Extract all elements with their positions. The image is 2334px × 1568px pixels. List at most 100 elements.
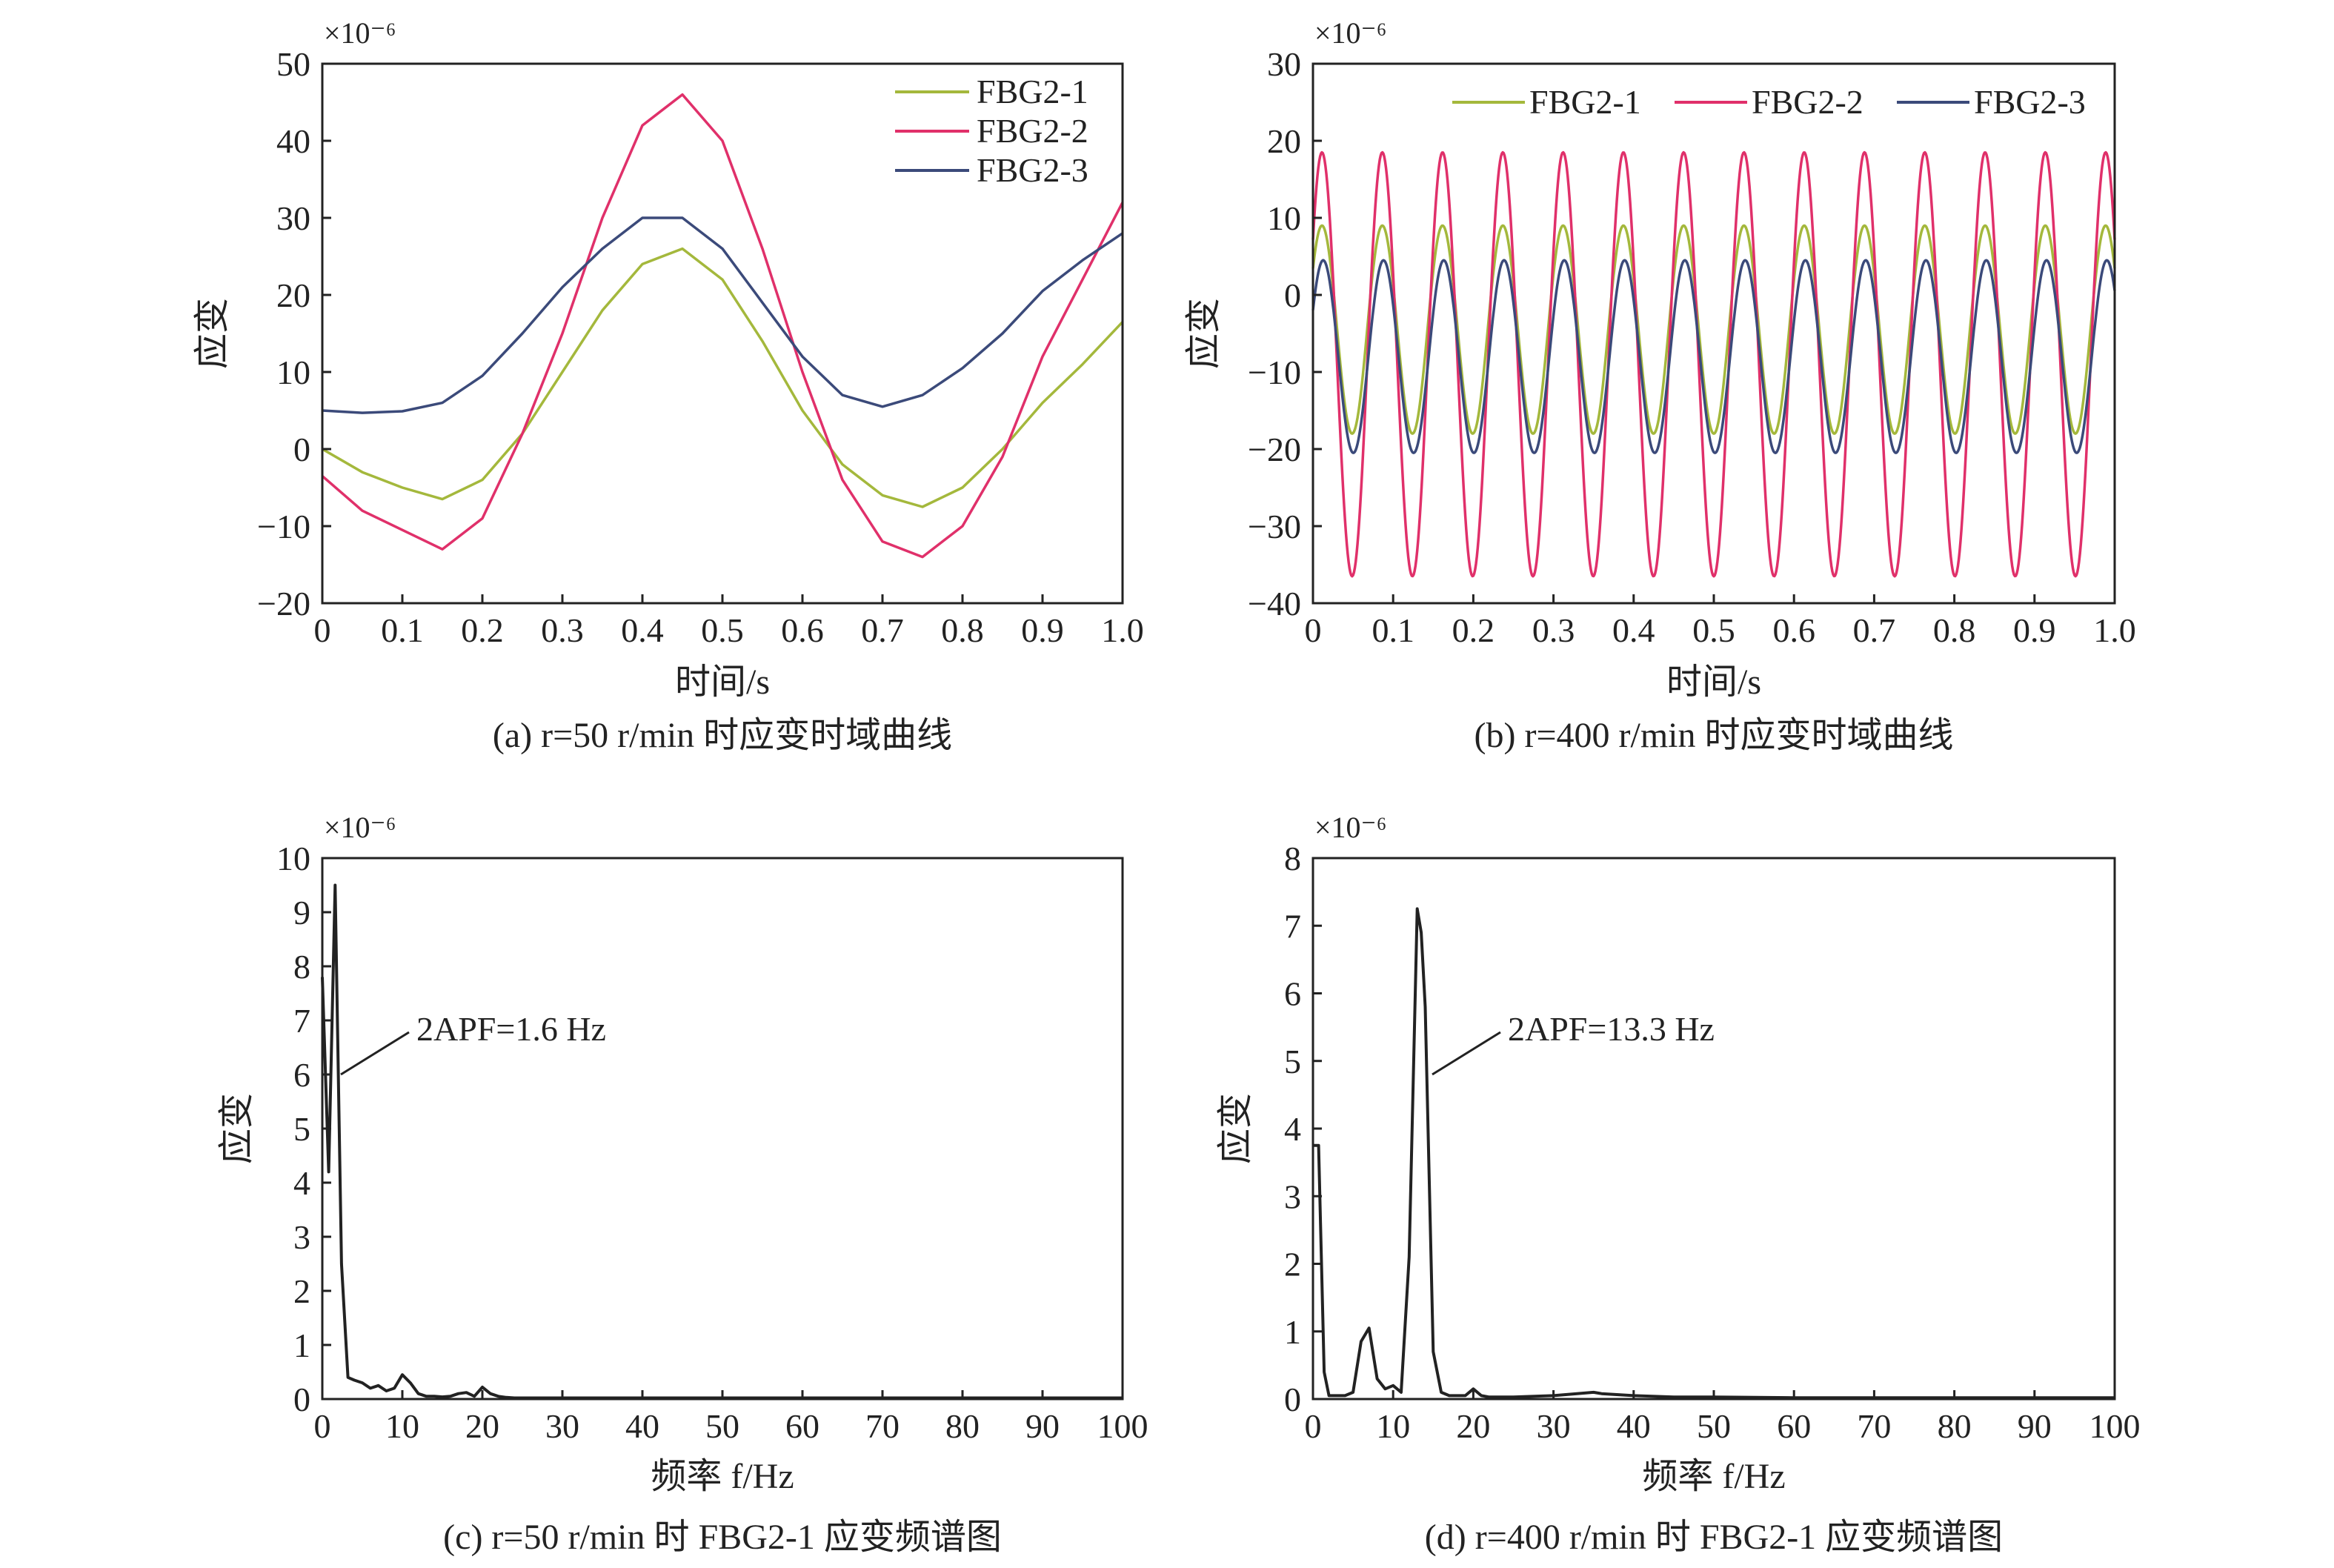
- legend-label-fbg2-2: FBG2-2: [977, 112, 1088, 150]
- x-axis-label: 时间/s: [1666, 662, 1761, 702]
- x-axis-label: 时间/s: [675, 662, 770, 702]
- series-line-fbg2-1: [1313, 907, 2115, 1400]
- x-tick-label: 0.5: [701, 611, 744, 649]
- legend: FBG2-1 FBG2-2 FBG2-3: [895, 73, 1088, 189]
- y-multiplier: ×10⁻⁶: [1314, 16, 1387, 50]
- y-tick-label: 50: [276, 45, 310, 83]
- y-tick-label: 6: [293, 1056, 310, 1094]
- y-tick-label: 10: [276, 840, 310, 877]
- annotation-leader-line: [340, 1031, 410, 1076]
- series-line-fbg2-2: [321, 93, 1124, 559]
- x-tick-label: 0.1: [381, 611, 424, 649]
- y-tick-label: 7: [293, 1002, 310, 1040]
- annotation-label: 2APF=1.6 Hz: [416, 1010, 606, 1048]
- x-tick-label: 0.1: [1372, 611, 1414, 649]
- x-tick-label: 1.0: [1101, 611, 1144, 649]
- x-tick-label: 50: [1697, 1407, 1731, 1445]
- x-tick-label: 80: [1938, 1407, 1972, 1445]
- ticks-layer: 0 0.1 0.2 0.3 0.4 0.5 0.6 0.7 0.8 0.9 1.0 −20 −10 0 10…: [257, 45, 1144, 649]
- y-tick-label: 7: [1284, 907, 1301, 945]
- series-line-fbg2-1: [321, 883, 1123, 1400]
- x-tick-label: 10: [1376, 1407, 1410, 1445]
- x-tick-label: 0: [1305, 1407, 1322, 1445]
- y-tick-label: 0: [293, 1381, 310, 1418]
- y-tick-label: 5: [293, 1110, 310, 1148]
- y-axis-label: 应变: [1216, 1093, 1255, 1164]
- x-tick-label: 0.3: [541, 611, 584, 649]
- x-tick-label: 80: [945, 1407, 980, 1445]
- y-tick-label: 9: [293, 894, 310, 931]
- y-tick-label: 2: [293, 1272, 310, 1310]
- series-line-fbg2-3: [1311, 259, 2116, 454]
- y-multiplier: ×10⁻⁶: [324, 16, 396, 50]
- legend-label-fbg2-1: FBG2-1: [1529, 83, 1641, 121]
- panel-b: 0 0.1 0.2 0.3 0.4 0.5 0.6 0.7 0.8 0.9 1.0 −40 −30 −20…: [1184, 16, 2136, 755]
- plot-frame: [321, 857, 1124, 1401]
- x-tick-label: 60: [1777, 1407, 1811, 1445]
- y-tick-label: −20: [1248, 431, 1301, 468]
- panel-a: 0 0.1 0.2 0.3 0.4 0.5 0.6 0.7 0.8 0.9 1.0 −20 −10 0 10…: [193, 16, 1144, 755]
- y-tick-label: −20: [257, 585, 310, 622]
- annotation-label: 2APF=13.3 Hz: [1508, 1010, 1715, 1048]
- y-tick-label: −10: [1248, 353, 1301, 391]
- legend-label-fbg2-3: FBG2-3: [1974, 83, 2086, 121]
- y-axis-label: 应变: [1184, 298, 1223, 369]
- y-tick-label: 8: [1284, 840, 1301, 877]
- y-tick-label: −10: [257, 508, 310, 545]
- x-axis-label: 频率 f/Hz: [651, 1457, 794, 1496]
- x-tick-label: 0.5: [1692, 611, 1735, 649]
- x-tick-label: 20: [1456, 1407, 1490, 1445]
- x-tick-label: 0.6: [781, 611, 824, 649]
- annotation-leader-line: [1432, 1031, 1501, 1076]
- y-tick-label: 1: [293, 1326, 310, 1364]
- x-tick-label: 30: [1537, 1407, 1571, 1445]
- legend-label-fbg2-3: FBG2-3: [977, 151, 1088, 189]
- x-tick-label: 0.4: [1612, 611, 1655, 649]
- y-tick-label: 3: [293, 1218, 310, 1256]
- y-tick-label: 3: [1284, 1177, 1301, 1215]
- legend: FBG2-1 FBG2-2 FBG2-3: [1452, 83, 2086, 121]
- y-tick-label: 20: [1267, 122, 1301, 160]
- y-tick-label: 4: [1284, 1110, 1301, 1148]
- series-layer: [1311, 150, 2116, 578]
- series-layer: [321, 93, 1124, 559]
- panel-caption: (b) r=400 r/min 时应变时域曲线: [1474, 716, 1953, 755]
- x-tick-label: 0.8: [941, 611, 984, 649]
- x-tick-label: 0.9: [1021, 611, 1064, 649]
- x-tick-label: 0.4: [621, 611, 664, 649]
- y-tick-label: 10: [1267, 199, 1301, 237]
- legend-label-fbg2-1: FBG2-1: [977, 73, 1088, 110]
- x-tick-label: 0.6: [1772, 611, 1815, 649]
- x-tick-label: 0: [314, 1407, 331, 1445]
- series-line-fbg2-3: [322, 216, 1123, 414]
- plot-frame: [1311, 62, 2116, 605]
- series-line-fbg2-1: [322, 247, 1124, 508]
- x-tick-label: 20: [465, 1407, 499, 1445]
- x-tick-label: 30: [545, 1407, 579, 1445]
- x-tick-label: 0.8: [1933, 611, 1976, 649]
- y-tick-label: 0: [293, 431, 310, 468]
- series-line-fbg2-2: [1311, 150, 2116, 578]
- x-tick-label: 0.2: [1452, 611, 1495, 649]
- x-tick-label: 60: [785, 1407, 819, 1445]
- panel-d: 0 10 20 30 40 50 60 70 80 90 100 0 1 2 3 4 5 6 7 8 ×10⁻⁶ 应变…: [1216, 811, 2141, 1557]
- y-tick-label: 2: [1284, 1246, 1301, 1283]
- x-tick-label: 0.7: [1853, 611, 1896, 649]
- y-tick-label: 30: [1267, 45, 1301, 83]
- y-axis-label: 应变: [217, 1093, 256, 1164]
- panel-caption: (a) r=50 r/min 时应变时域曲线: [493, 716, 952, 755]
- y-multiplier: ×10⁻⁶: [1314, 811, 1387, 844]
- x-tick-label: 0.9: [2013, 611, 2056, 649]
- x-tick-label: 10: [385, 1407, 419, 1445]
- y-tick-label: 40: [276, 122, 310, 160]
- y-multiplier: ×10⁻⁶: [324, 811, 396, 844]
- y-tick-label: 6: [1284, 975, 1301, 1013]
- x-tick-label: 70: [865, 1407, 900, 1445]
- panel-caption: (d) r=400 r/min 时 FBG2-1 应变频谱图: [1425, 1518, 2003, 1557]
- y-tick-label: 0: [1284, 276, 1301, 314]
- series-line-fbg2-1: [1311, 224, 2116, 435]
- x-tick-label: 70: [1857, 1407, 1891, 1445]
- y-tick-label: −30: [1248, 508, 1301, 545]
- x-tick-label: 90: [2018, 1407, 2052, 1445]
